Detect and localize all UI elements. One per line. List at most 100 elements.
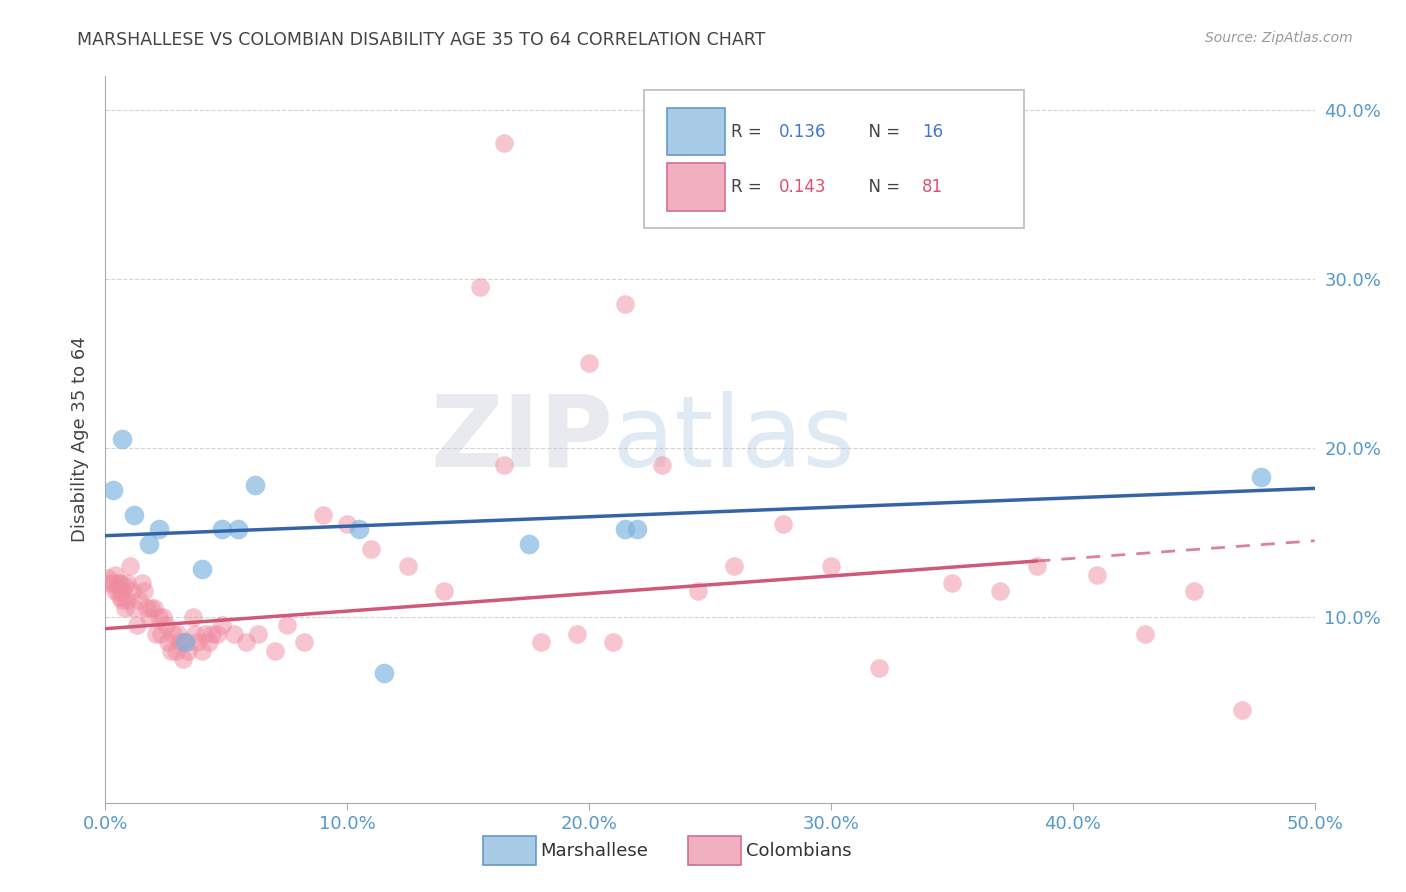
Point (101, 576, 124, 591)
Point (494, 458, 516, 472)
Point (165, 643, 187, 657)
Point (205, 626, 228, 640)
Point (148, 522, 170, 536)
FancyBboxPatch shape (666, 108, 724, 155)
Point (578, 356, 600, 370)
Point (131, 576, 153, 591)
FancyBboxPatch shape (482, 836, 536, 865)
Point (723, 559, 745, 574)
Point (263, 643, 285, 657)
Point (1230, 703, 1253, 717)
Point (138, 537, 160, 551)
Point (211, 522, 233, 536)
Point (433, 584, 456, 599)
Point (191, 643, 214, 657)
Point (614, 522, 637, 536)
Point (172, 652, 194, 666)
Point (245, 478, 267, 492)
Point (108, 590, 131, 604)
Point (820, 559, 842, 574)
Text: 81: 81 (922, 178, 943, 196)
Point (772, 516, 794, 531)
Point (162, 626, 184, 640)
Point (114, 579, 136, 593)
Text: atlas: atlas (613, 391, 855, 488)
Point (125, 618, 148, 632)
Point (1085, 567, 1108, 582)
Point (222, 626, 245, 640)
Point (1250, 469, 1272, 483)
Text: ZIP: ZIP (430, 391, 613, 488)
Point (111, 593, 134, 607)
Point (145, 626, 167, 640)
Point (941, 576, 963, 591)
Point (98, 576, 121, 591)
Point (235, 635, 257, 649)
Point (602, 635, 624, 649)
FancyBboxPatch shape (689, 836, 741, 865)
FancyBboxPatch shape (666, 163, 724, 211)
Point (201, 626, 224, 640)
Point (104, 567, 127, 582)
Point (194, 626, 217, 640)
Point (97, 571, 120, 585)
Point (651, 458, 673, 472)
Point (1135, 626, 1157, 640)
Point (360, 542, 382, 557)
Text: Source: ZipAtlas.com: Source: ZipAtlas.com (1205, 31, 1353, 45)
Text: Colombians: Colombians (747, 842, 852, 860)
Point (107, 576, 129, 591)
Point (148, 610, 170, 624)
Point (115, 593, 138, 607)
Point (114, 601, 136, 615)
Point (211, 618, 233, 632)
Point (349, 522, 371, 536)
Point (373, 665, 395, 680)
Point (626, 522, 648, 536)
Text: 16: 16 (922, 122, 943, 141)
Point (167, 626, 190, 640)
Point (246, 626, 269, 640)
Point (111, 584, 134, 599)
FancyBboxPatch shape (644, 90, 1025, 228)
Point (124, 601, 146, 615)
Y-axis label: Disability Age 35 to 64: Disability Age 35 to 64 (70, 336, 89, 542)
Point (292, 635, 315, 649)
Point (169, 635, 191, 649)
Point (565, 626, 588, 640)
Point (142, 601, 165, 615)
Text: Marshallese: Marshallese (541, 842, 648, 860)
Point (276, 618, 298, 632)
Point (141, 601, 163, 615)
Point (124, 508, 146, 523)
Point (396, 559, 419, 574)
Text: 0.143: 0.143 (779, 178, 827, 196)
Text: N =: N = (858, 122, 905, 141)
Point (517, 537, 540, 551)
Point (530, 635, 553, 649)
Point (198, 635, 221, 649)
Point (115, 576, 138, 591)
Point (157, 635, 180, 649)
Point (134, 584, 156, 599)
Point (174, 635, 197, 649)
Text: 0.136: 0.136 (779, 122, 827, 141)
Point (150, 626, 173, 640)
Text: MARSHALLESE VS COLOMBIAN DISABILITY AGE 35 TO 64 CORRELATION CHART: MARSHALLESE VS COLOMBIAN DISABILITY AGE … (77, 31, 766, 49)
Point (159, 643, 181, 657)
Point (118, 559, 141, 574)
Point (104, 584, 127, 599)
Point (174, 635, 197, 649)
Point (191, 562, 214, 576)
Point (181, 610, 204, 624)
Point (868, 660, 890, 674)
Point (152, 610, 174, 624)
Point (1025, 559, 1047, 574)
Point (121, 584, 143, 599)
Point (128, 593, 150, 607)
Point (108, 576, 131, 591)
Point (107, 584, 129, 599)
Point (138, 610, 160, 624)
Point (494, 136, 516, 151)
Point (228, 522, 250, 536)
